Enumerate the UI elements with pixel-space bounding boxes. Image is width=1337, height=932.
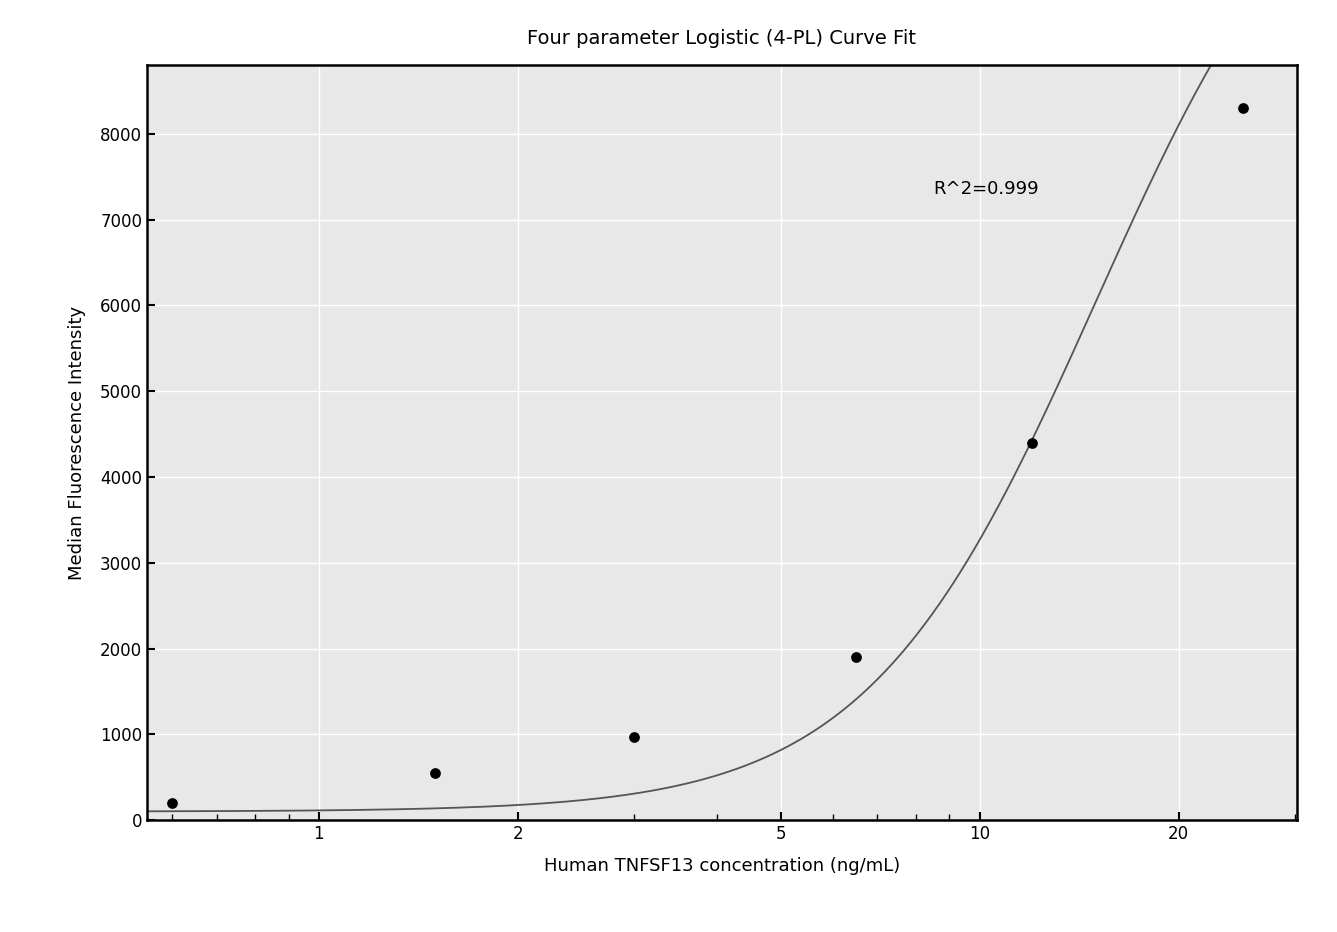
Y-axis label: Median Fluorescence Intensity: Median Fluorescence Intensity bbox=[68, 306, 86, 580]
Point bbox=[623, 730, 644, 745]
Point bbox=[425, 765, 447, 780]
Point bbox=[845, 650, 866, 665]
Title: Four parameter Logistic (4-PL) Curve Fit: Four parameter Logistic (4-PL) Curve Fit bbox=[528, 30, 916, 48]
X-axis label: Human TNFSF13 concentration (ng/mL): Human TNFSF13 concentration (ng/mL) bbox=[544, 857, 900, 875]
Point bbox=[162, 796, 183, 811]
Point bbox=[1021, 435, 1043, 450]
Text: R^2=0.999: R^2=0.999 bbox=[933, 180, 1039, 198]
Point bbox=[1231, 101, 1253, 116]
